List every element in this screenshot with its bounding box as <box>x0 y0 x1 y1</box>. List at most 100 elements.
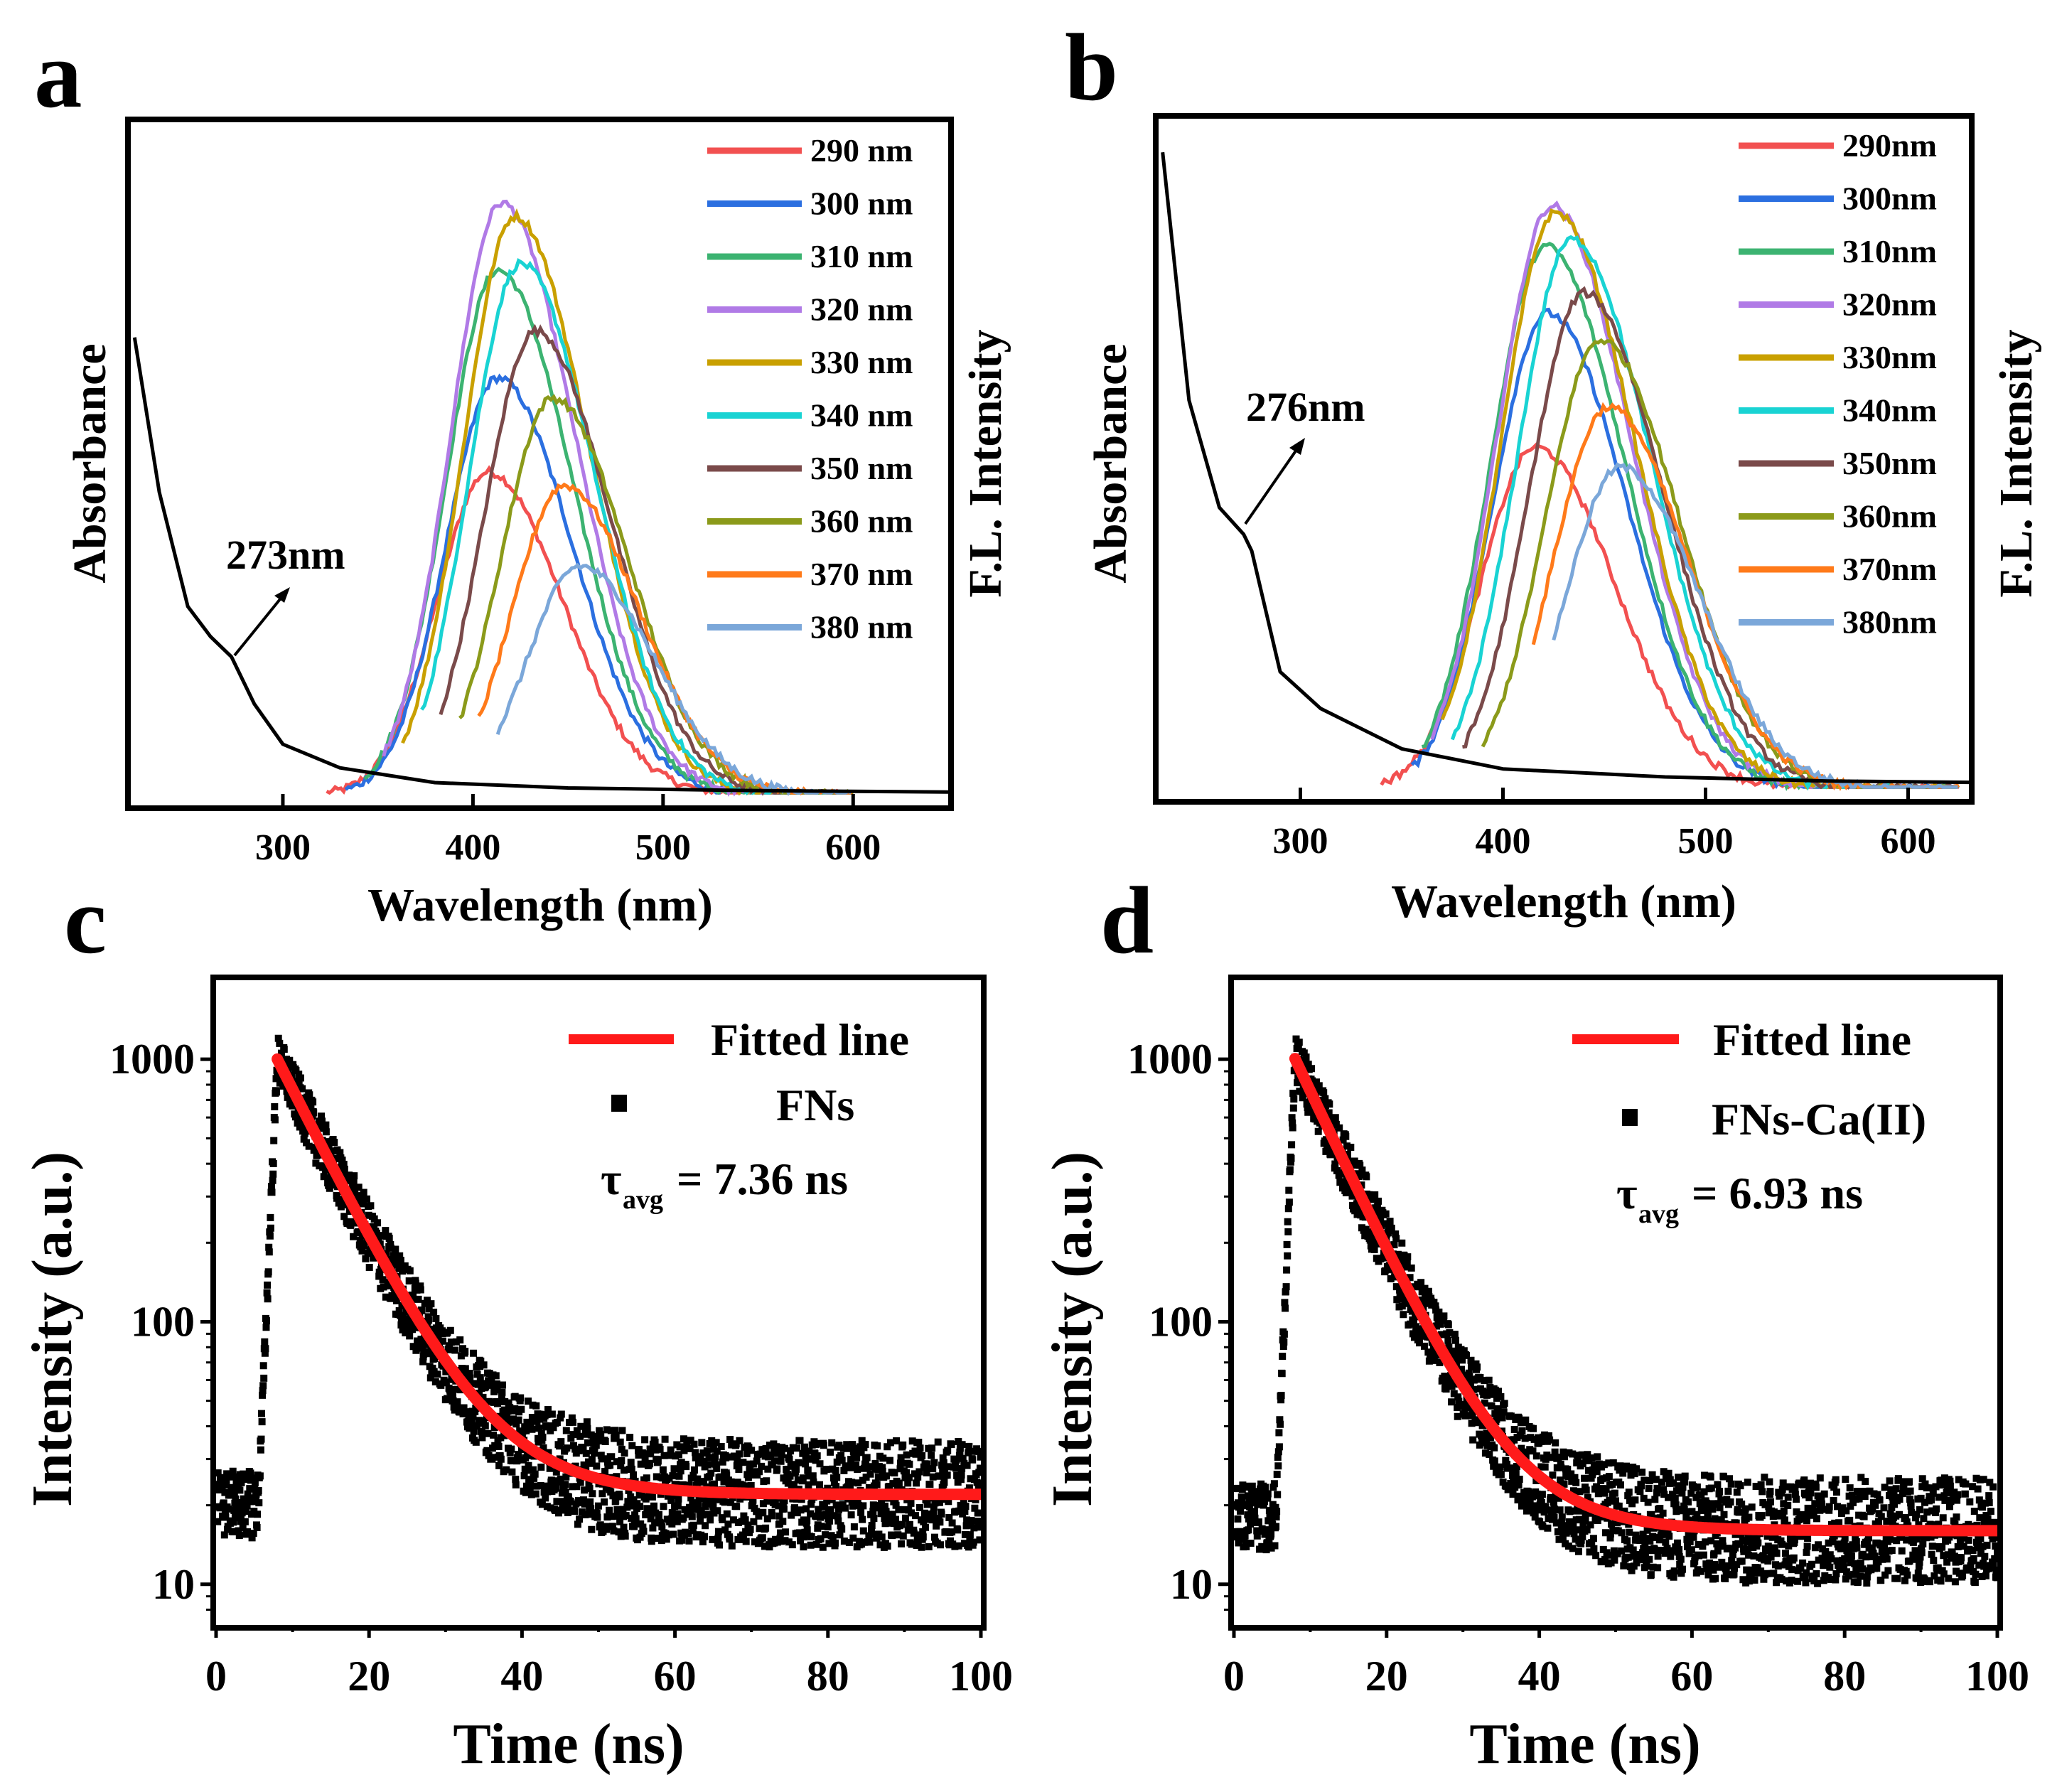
panel-a-emission-line-340nm <box>420 257 853 795</box>
panel-a-plot-area <box>132 199 949 798</box>
panel-b-x-ticks: 300 400 500 600 <box>1273 788 1936 862</box>
panel-c-plot-area <box>214 1034 987 1551</box>
panel-d-fitted-line <box>1289 1053 2003 1537</box>
panel-c-y-tick-label: 1000 <box>109 1036 195 1083</box>
panel-b: b 300 400 500 600 290nm 300nm 310nm 320nm 330nm… <box>1065 15 2042 928</box>
panel-a-letter: a <box>34 22 82 128</box>
panel-c-tau-value: = 7.36 ns <box>677 1154 848 1204</box>
panel-c-fitted-line <box>272 1053 987 1501</box>
panel-b-x-tick-label: 500 <box>1678 821 1734 862</box>
panel-b-legend-label: 320nm <box>1842 286 1937 323</box>
panel-b-y2-axis-title: F.L. Intensity <box>1990 329 2042 597</box>
panel-c-legend-fit-label: Fitted line <box>711 1014 909 1065</box>
panel-c-x-tick-label: 40 <box>500 1653 543 1700</box>
panel-b-legend-label: 310nm <box>1842 233 1937 269</box>
panel-d-tau-value: = 6.93 ns <box>1692 1168 1863 1218</box>
panel-b-legend: 290nm 300nm 310nm 320nm 330nm 340nm 350nm 360nm… <box>1739 127 1937 640</box>
panel-c-x-tick-label: 60 <box>654 1653 697 1700</box>
panel-b-legend-label: 380nm <box>1842 604 1937 640</box>
panel-a-emission-line-290nm <box>326 465 852 795</box>
panel-d-x-tick-label: 60 <box>1670 1653 1713 1700</box>
panel-c-y-axis-title: Intensity (a.u.) <box>21 1152 84 1507</box>
panel-d-legend-fit-label: Fitted line <box>1713 1014 1911 1065</box>
panel-d-legend-data-marker <box>1622 1109 1638 1126</box>
panel-b-y-axis-title: Absorbance <box>1085 343 1137 583</box>
panel-c-x-tick-label: 0 <box>205 1653 227 1700</box>
panel-a-absorbance-line <box>132 337 949 794</box>
panel-a-peak-annotation: 273nm <box>226 532 345 578</box>
panel-c-legend-data-marker <box>611 1095 627 1112</box>
panel-a-annotation-arrow <box>233 594 284 657</box>
panel-a-legend-label: 290 nm <box>810 132 913 168</box>
panel-b-annotation-arrow <box>1244 446 1299 525</box>
panel-b-x-tick-label: 300 <box>1273 821 1328 862</box>
panel-c-x-tick-label: 20 <box>348 1653 390 1700</box>
panel-a-legend-label: 340 nm <box>810 397 913 434</box>
panel-d-ticks: 0 20 40 60 80 100 10 100 1000 <box>1127 1036 2029 1700</box>
panel-b-plot-area <box>1161 151 1970 791</box>
panel-d-tau-subscript: avg <box>1638 1199 1679 1229</box>
panel-d-plot-area <box>1232 1035 2003 1587</box>
panel-a-legend-label: 370 nm <box>810 556 913 592</box>
panel-d-y-tick-label: 1000 <box>1127 1036 1213 1083</box>
panel-d-x-tick-label: 80 <box>1823 1653 1866 1700</box>
panel-d-y-axis-title: Intensity (a.u.) <box>1041 1152 1104 1507</box>
panel-b-absorbance-line <box>1161 151 1970 785</box>
panel-a-legend-label: 320 nm <box>810 291 913 328</box>
panel-a-legend-label: 310 nm <box>810 238 913 274</box>
panel-b-peak-annotation: 276nm <box>1246 384 1365 430</box>
panel-b-letter: b <box>1065 15 1118 121</box>
panel-d-legend-data-label: FNs-Ca(II) <box>1712 1094 1926 1144</box>
panel-c-ticks: 0 20 40 60 80 100 10 100 1000 <box>109 1036 1013 1700</box>
panel-a-legend-label: 330 nm <box>810 344 913 380</box>
panel-d: d 0 20 40 60 80 100 10 100 1000 Fitted line FNs-… <box>1041 868 2029 1776</box>
panel-b-legend-label: 370nm <box>1842 551 1937 587</box>
panel-d-x-tick-label: 40 <box>1518 1653 1561 1700</box>
panel-b-legend-label: 300nm <box>1842 181 1937 217</box>
panel-c-tau-symbol: τ <box>601 1154 622 1204</box>
panel-b-legend-label: 360nm <box>1842 498 1937 535</box>
panel-d-letter: d <box>1100 868 1154 974</box>
panel-a-legend: 290 nm 300 nm 310 nm 320 nm 330 nm 340 nm 350 … <box>707 132 913 645</box>
panel-a-x-axis-title: Wavelength (nm) <box>367 879 713 931</box>
panel-a-legend-label: 360 nm <box>810 503 913 540</box>
panel-c-y-tick-label: 10 <box>152 1561 195 1608</box>
panel-a-y-axis-title: Absorbance <box>64 343 116 583</box>
panel-b-x-axis-title: Wavelength (nm) <box>1391 876 1736 928</box>
panel-a-frame <box>125 117 954 811</box>
panel-b-legend-label: 350nm <box>1842 445 1937 481</box>
panel-a-y2-axis-title: F.L. Intensity <box>960 329 1011 597</box>
panel-a-arrow-head-icon <box>274 587 290 603</box>
panel-a-legend-label: 300 nm <box>810 186 913 222</box>
panel-c-y-tick-label: 100 <box>131 1298 195 1345</box>
panel-d-x-tick-label: 100 <box>1965 1653 2029 1700</box>
panel-c-letter: c <box>64 868 107 974</box>
panel-c-x-tick-label: 80 <box>807 1653 849 1700</box>
panel-a-x-ticks: 300 400 500 600 <box>255 794 881 868</box>
panel-b-arrow-head-icon <box>1289 438 1305 455</box>
panel-a-x-tick-label: 400 <box>445 827 500 868</box>
panel-d-x-tick-label: 0 <box>1223 1653 1245 1700</box>
panel-b-emission-line-380nm <box>1552 462 1958 789</box>
panel-c-x-axis-title: Time (ns) <box>453 1713 684 1776</box>
panel-d-y-tick-label: 100 <box>1149 1298 1213 1345</box>
panel-b-x-tick-label: 400 <box>1476 821 1531 862</box>
panel-a-x-tick-label: 500 <box>635 827 691 868</box>
panel-d-y-tick-label: 10 <box>1170 1561 1213 1608</box>
panel-d-x-axis-title: Time (ns) <box>1469 1713 1700 1776</box>
panel-a-legend-label: 380 nm <box>810 609 913 645</box>
panel-b-x-tick-label: 600 <box>1881 821 1936 862</box>
panel-c-tau-subscript: avg <box>623 1185 663 1215</box>
panel-a-x-tick-label: 600 <box>825 827 881 868</box>
panel-c-legend-data-label: FNs <box>776 1080 854 1130</box>
panel-d-x-tick-label: 20 <box>1365 1653 1408 1700</box>
panel-b-legend-label: 290nm <box>1842 127 1937 163</box>
panel-a-x-tick-label: 300 <box>255 827 311 868</box>
panel-a-emission-line-300nm <box>344 373 854 795</box>
panel-b-legend-label: 340nm <box>1842 392 1937 429</box>
panel-a: a 300 400 500 600 290 nm 300 nm 310 nm 320 nm 3… <box>34 22 1011 931</box>
panel-b-frame <box>1153 113 1975 805</box>
panel-c-x-tick-label: 100 <box>949 1653 1013 1700</box>
